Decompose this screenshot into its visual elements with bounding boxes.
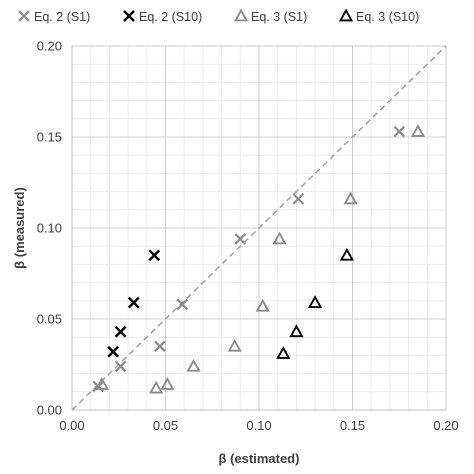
- x-tick-label: 0.20: [433, 418, 458, 433]
- x-tick-label: 0.05: [153, 418, 178, 433]
- y-axis-title: β (measured): [12, 187, 27, 269]
- data-point-series-1: [148, 249, 161, 262]
- data-point-series-0: [176, 298, 189, 311]
- x-tick-label: 0.15: [340, 418, 365, 433]
- data-point-series-3: [307, 295, 323, 308]
- data-point-series-2: [272, 231, 287, 245]
- x-axis-title: β (estimated): [219, 451, 300, 466]
- legend-label-series-3: Eq. 3 (S10): [356, 10, 419, 24]
- data-point-series-1: [114, 325, 127, 338]
- data-point-series-2: [343, 191, 358, 205]
- data-point-series-0: [234, 233, 247, 245]
- y-tick-label: 0.15: [37, 130, 62, 145]
- data-point-series-0: [393, 125, 406, 138]
- legend-marker-series-3: [338, 8, 354, 22]
- y-tick-label: 0.20: [37, 39, 62, 54]
- legend-label-series-1: Eq. 2 (S10): [139, 10, 202, 24]
- legend-marker-series-1: [123, 10, 135, 22]
- legend-marker-series-0: [18, 10, 30, 22]
- data-point-series-0: [154, 340, 166, 353]
- data-point-series-2: [186, 358, 201, 372]
- reference-line-1-to-1: [71, 45, 447, 411]
- data-point-series-3: [289, 324, 304, 338]
- data-point-series-2: [160, 377, 175, 390]
- legend-label-series-0: Eq. 2 (S1): [34, 10, 90, 24]
- legend-marker-series-2: [233, 8, 249, 22]
- data-point-series-2: [410, 124, 426, 137]
- data-point-series-3: [339, 247, 355, 261]
- data-point-series-0: [114, 360, 127, 373]
- x-tick-label: 0.10: [246, 418, 271, 433]
- y-tick-label: 0.00: [37, 403, 62, 418]
- x-tick-label: 0.00: [59, 418, 84, 433]
- y-tick-label: 0.10: [37, 221, 62, 236]
- data-point-series-3: [276, 346, 291, 359]
- data-point-series-2: [227, 338, 242, 352]
- y-tick-label: 0.05: [37, 312, 62, 327]
- data-point-series-1: [107, 345, 119, 358]
- legend-label-series-2: Eq. 3 (S1): [251, 10, 307, 24]
- data-point-series-0: [292, 193, 305, 205]
- data-point-series-2: [149, 380, 164, 394]
- data-point-series-1: [127, 296, 140, 309]
- data-point-series-2: [255, 298, 270, 312]
- data-point-series-2: [94, 377, 110, 390]
